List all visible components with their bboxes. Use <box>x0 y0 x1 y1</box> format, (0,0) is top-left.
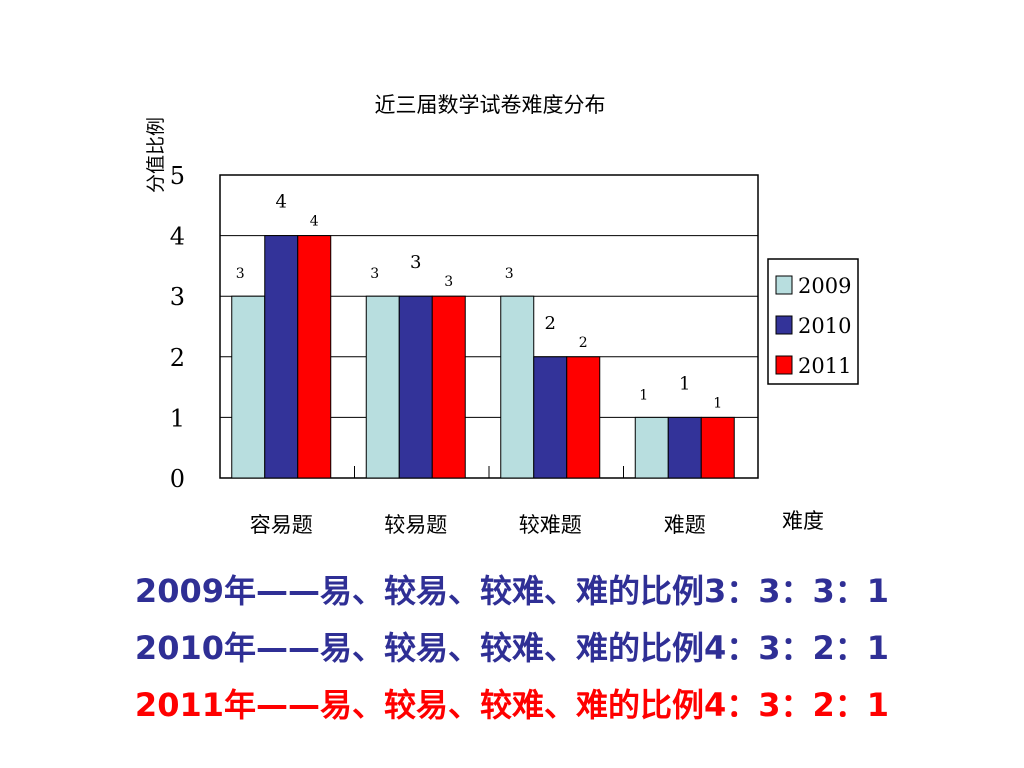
x-tick-label: 难题 <box>664 513 706 537</box>
data-label-2009-3: 1 <box>639 387 648 403</box>
data-label-2009-1: 3 <box>370 266 379 282</box>
chart-title: 近三届数学试卷难度分布 <box>375 93 606 117</box>
y-tick-labels: 0 1 2 3 4 5 <box>170 162 185 493</box>
y-tick-label: 3 <box>170 283 185 311</box>
legend-swatch-2009 <box>775 275 793 295</box>
data-label-2010-1: 3 <box>410 252 421 273</box>
data-label-2010-0: 4 <box>276 192 287 213</box>
bar-2011-0 <box>297 235 332 479</box>
summary-line-2010: 2010年——易、较易、较难、难的比例4：3：2：1 <box>134 629 890 667</box>
legend-label-2010: 2010 <box>798 314 851 338</box>
data-label-2011-0: 4 <box>310 214 319 230</box>
data-label-2010-2: 2 <box>545 313 556 334</box>
legend-swatch-2011 <box>775 355 793 375</box>
y-tick-label: 2 <box>170 344 185 372</box>
y-tick-label: 0 <box>170 465 185 493</box>
data-labels: 3 4 4 3 3 3 3 2 2 1 1 1 <box>236 192 722 412</box>
y-tick-label: 1 <box>170 404 185 432</box>
bar-2011-3 <box>700 416 735 479</box>
data-label-2011-3: 1 <box>713 395 722 411</box>
summary-line-2011: 2011年——易、较易、较难、难的比例4：3：2：1 <box>134 686 890 724</box>
legend-label-2009: 2009 <box>798 274 851 298</box>
bar-2009-0 <box>231 295 266 479</box>
y-tick-label: 4 <box>170 223 185 251</box>
bar-2010-1 <box>398 295 433 479</box>
data-label-2011-2: 2 <box>579 335 588 351</box>
data-label-2011-1: 3 <box>444 274 453 290</box>
y-tick-label: 5 <box>170 162 185 190</box>
x-axis-label: 难度 <box>782 509 824 533</box>
legend-swatch-2010 <box>775 315 793 335</box>
x-tick-label: 较难题 <box>519 513 582 537</box>
bars <box>231 235 735 479</box>
bar-2009-2 <box>500 295 535 479</box>
bar-2010-2 <box>533 356 568 479</box>
bar-2010-0 <box>264 235 299 479</box>
legend-label-2011: 2011 <box>798 354 851 378</box>
bar-2009-3 <box>634 416 669 479</box>
data-label-2009-2: 3 <box>505 266 514 282</box>
bar-2009-1 <box>365 295 400 479</box>
bar-2011-2 <box>566 356 601 479</box>
x-tick-label: 容易题 <box>250 513 313 537</box>
data-label-2009-0: 3 <box>236 266 245 282</box>
bar-2010-3 <box>667 416 702 479</box>
x-tick-label: 较易题 <box>384 513 447 537</box>
data-label-2010-3: 1 <box>679 373 690 394</box>
summary-line-2009: 2009年——易、较易、较难、难的比例3：3：3：1 <box>134 572 890 610</box>
y-axis-label: 分值比例 <box>145 117 167 193</box>
bar-2011-1 <box>431 295 466 479</box>
x-tick-labels: 容易题 较易题 较难题 难题 <box>250 513 706 537</box>
legend: 2009 2010 2011 <box>767 258 859 385</box>
